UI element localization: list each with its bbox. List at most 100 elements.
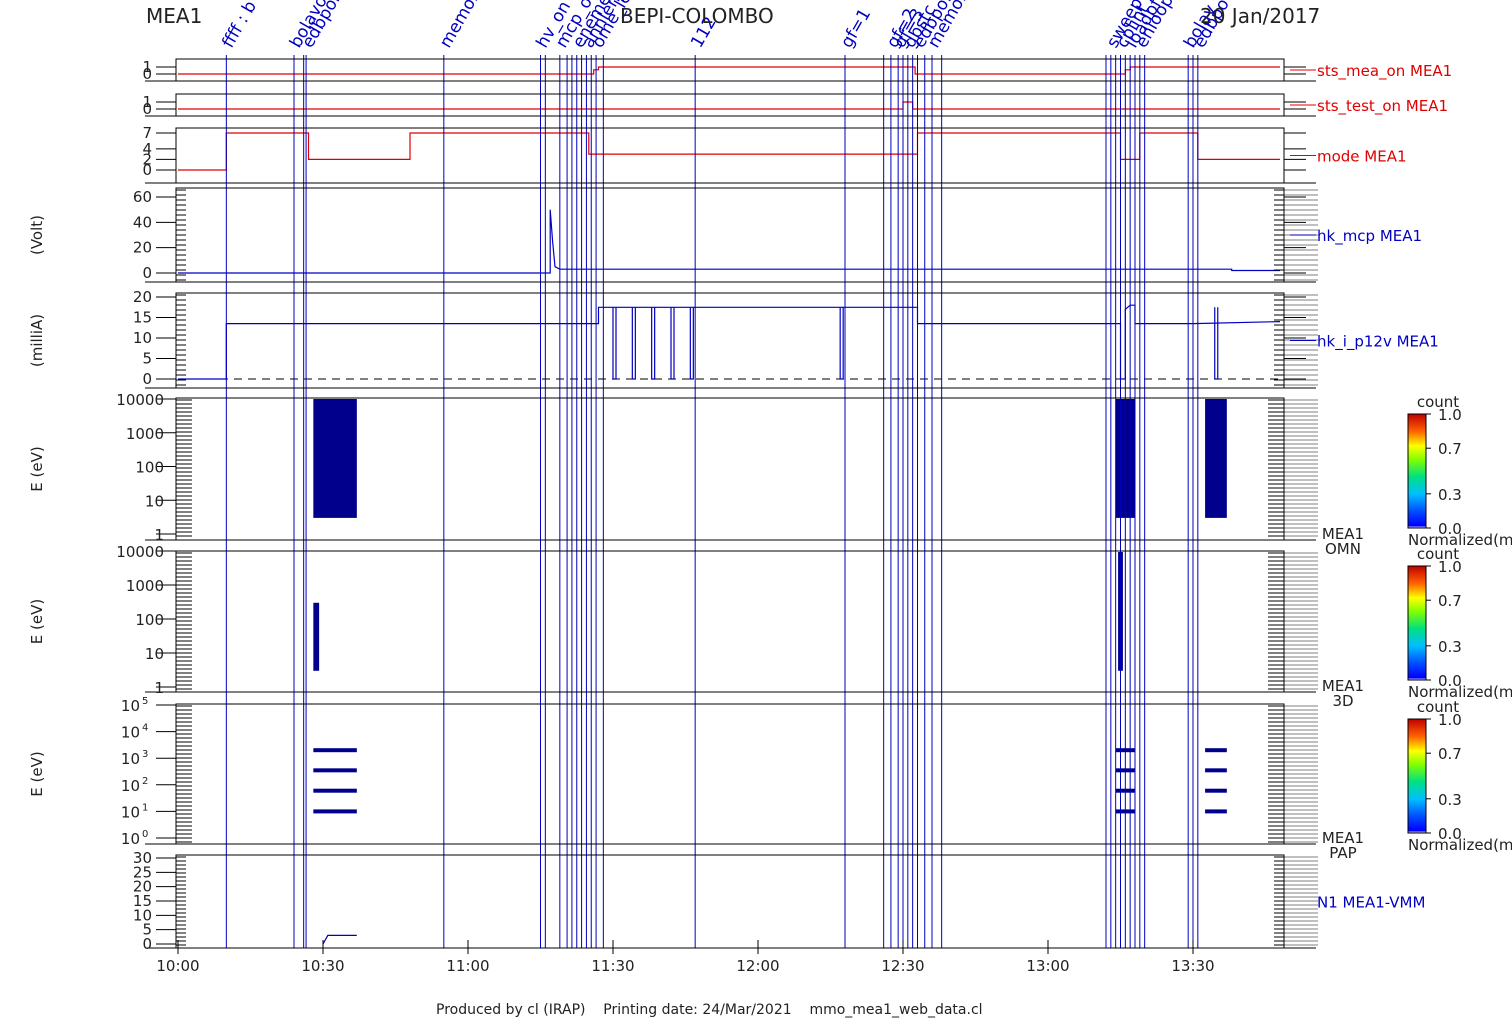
colorbar-tick-label: 0.3 [1438,791,1462,809]
spectrogram-block [1205,399,1227,518]
panel-frame [175,127,1285,184]
colorbar-tick-label: 1.0 [1438,711,1462,729]
x-tick-label: 10:00 [156,957,199,975]
colorbar-tick-label: 1.0 [1438,406,1462,424]
colorbar-tick-label: 1.0 [1438,558,1462,576]
dip [839,307,844,380]
y-tick-label: 10 [121,830,140,848]
spectrogram-ylabel: E (eV) [28,599,46,644]
dip [670,307,675,380]
spectrogram-ylabel: E (eV) [28,446,46,491]
y-tick-label: 1000 [126,577,164,595]
y-tick-label: 10 [133,329,152,347]
dip [689,307,694,380]
y-tick-label: 10 [121,724,140,742]
y-tick-label: 1 [154,679,164,697]
y-tick-label: 20 [133,288,152,306]
y-tick-label: 0 [142,161,152,179]
y-tick-label: 40 [133,213,152,231]
header-mission: BEPI-COLOMBO [620,4,774,28]
series-label: sts_test_on MEA1 [1317,97,1448,116]
spectrogram-block [313,399,357,518]
spectrogram-bar [1205,748,1227,753]
colorbar-tick-label: 0.7 [1438,592,1462,610]
spectrogram-bar [313,768,357,773]
spectrogram-bar [313,788,357,793]
x-tick-label: 11:30 [591,957,634,975]
colorbar-tick-label: 0.0 [1438,672,1462,690]
series-label: hk_i_p12v MEA1 [1317,333,1439,352]
series-label: sts_mea_on MEA1 [1317,62,1452,81]
y-tick-label: 7 [142,124,152,142]
spectrogram-block [313,602,320,671]
colorbar-tick-label: 0.0 [1438,825,1462,843]
y-tick-exponent: 4 [142,723,148,734]
colorbar [1407,718,1427,834]
x-tick-label: 12:00 [736,957,779,975]
spectrogram-bar [1205,768,1227,773]
spectrogram-name: MEA1 [1322,829,1364,847]
spectrogram-ylabel: E (eV) [28,751,46,796]
spectrogram-bar [1205,809,1227,814]
colorbar-tick-label: 0.3 [1438,486,1462,504]
panel-frame [175,93,1285,117]
spectrogram-name: MEA1 [1322,525,1364,543]
spectrogram-frame [175,397,1285,541]
spectrogram-name: MEA1 [1322,677,1364,695]
y-tick-label: 0 [142,100,152,118]
dip [1214,307,1219,380]
dip [651,307,656,380]
dip [631,307,636,380]
unit-label: (Volt) [28,215,46,255]
y-tick-label: 10 [121,803,140,821]
series-line [178,209,1280,274]
y-tick-label: 0 [142,264,152,282]
x-tick-label: 12:30 [881,957,924,975]
y-tick-label: 60 [133,188,152,206]
y-tick-label: 10 [121,777,140,795]
y-tick-label: 10 [121,697,140,715]
y-tick-label: 0 [142,65,152,83]
colorbar-label: Normalized(m [1408,531,1512,549]
y-tick-label: 10000 [116,391,164,409]
footer-text: Produced by cl (IRAP) Printing date: 24/… [436,1002,983,1018]
header-instrument: MEA1 [146,4,202,28]
colorbar-tick-label: 0.7 [1438,745,1462,763]
y-tick-label: 2 [142,150,152,168]
y-tick-label: 10000 [116,543,164,561]
y-tick-label: 0 [142,370,152,388]
y-tick-label: 1000 [126,425,164,443]
colorbar [1407,413,1427,529]
y-tick-label: 1 [142,93,152,111]
unit-label: (milliA) [28,314,46,367]
y-tick-label: 10 [133,906,152,924]
colorbar-title: count [1417,698,1459,716]
dip [612,307,617,380]
y-tick-label: 5 [142,350,152,368]
series-label: hk_mcp MEA1 [1317,227,1422,246]
y-tick-exponent: 1 [142,802,148,813]
y-tick-label: 10 [145,492,164,510]
series-label: mode MEA1 [1317,148,1407,166]
y-tick-exponent: 0 [142,829,148,840]
y-tick-exponent: 2 [142,776,148,787]
y-tick-exponent: 3 [142,749,148,760]
y-tick-label: 10 [145,645,164,663]
panel-frame [175,58,1285,82]
y-tick-label: 100 [135,459,164,477]
y-tick-exponent: 5 [142,696,148,707]
y-tick-label: 4 [142,140,152,158]
y-tick-label: 100 [135,611,164,629]
y-tick-label: 15 [133,892,152,910]
y-tick-label: 10 [121,750,140,768]
spectrogram-name: 3D [1332,692,1353,710]
y-tick-label: 20 [133,878,152,896]
colorbar-title: count [1417,393,1459,411]
x-tick-label: 13:30 [1171,957,1214,975]
series-line [178,132,1280,171]
y-tick-label: 15 [133,309,152,327]
spectrogram-name: OMN [1325,540,1361,558]
x-tick-label: 10:30 [301,957,344,975]
colorbar-title: count [1417,545,1459,563]
